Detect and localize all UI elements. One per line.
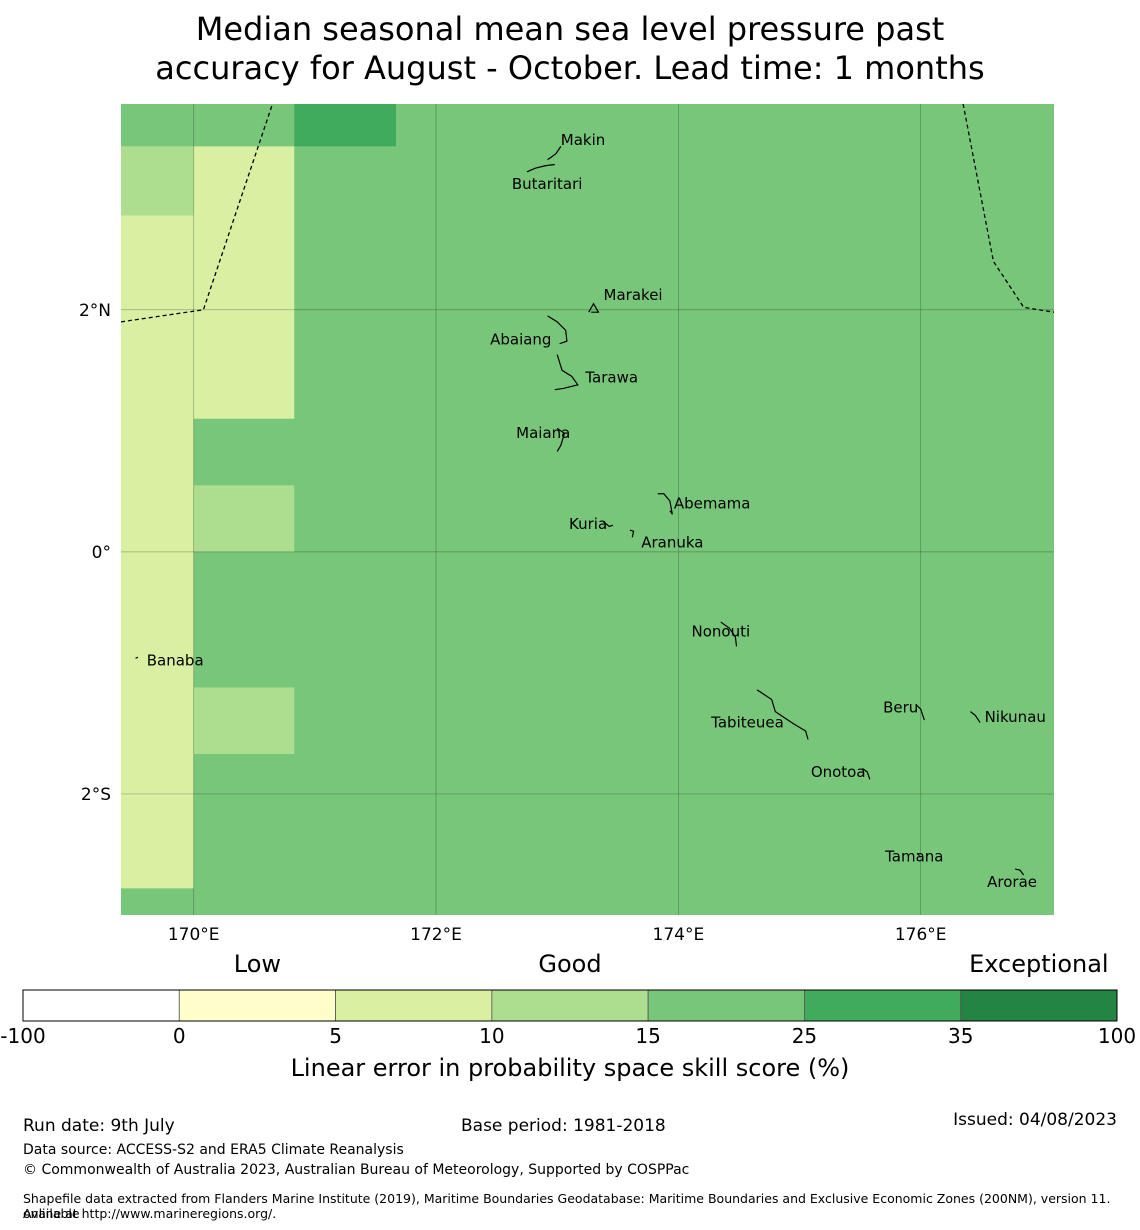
island-outline-kuria <box>602 521 614 528</box>
colorbar-bin <box>647 989 805 1022</box>
run-date: Run date: 9th July <box>23 1116 175 1136</box>
island-outline-makin <box>547 146 562 161</box>
island-label-makin: Makin <box>561 131 606 149</box>
island-label-nonouti: Nonouti <box>692 623 751 641</box>
colorbar-bin <box>804 989 962 1022</box>
chart-title: Median seasonal mean sea level pressure … <box>0 10 1140 88</box>
island-label-abaiang: Abaiang <box>490 330 551 348</box>
eez-boundary <box>121 104 274 323</box>
colorbar-bin <box>491 989 649 1022</box>
x-tick-label: 172°E <box>410 925 462 945</box>
colorbar-tick-label: 10 <box>479 1024 504 1048</box>
island-label-arorae: Arorae <box>987 873 1037 891</box>
colorbar-frame <box>22 989 1118 1022</box>
island-outline-maiana <box>556 427 566 452</box>
data-source: Data source: ACCESS-S2 and ERA5 Climate … <box>23 1142 404 1158</box>
copyright-notice: © Commonwealth of Australia 2023, Austra… <box>23 1162 690 1178</box>
title-line-1: Median seasonal mean sea level pressure … <box>195 10 945 48</box>
colorbar-tick-label: -100 <box>0 1024 45 1048</box>
colorbar: -100 0 5 10 15 25 35 100 Low Good Exceptional <box>0 950 1136 1048</box>
skill-cell <box>121 146 194 216</box>
island-outline-beru <box>915 703 925 721</box>
y-tick-label: 2°S <box>81 785 111 805</box>
island-label-aranuka: Aranuka <box>641 534 703 552</box>
colorbar-tick-label: 5 <box>329 1024 342 1048</box>
colorbar-tick-label: 100 <box>1098 1024 1136 1048</box>
island-outline-butaritari <box>526 163 555 173</box>
x-tick-label: 170°E <box>168 925 220 945</box>
island-outline-onotoa <box>862 768 871 780</box>
colorbar-tick-label: 15 <box>635 1024 660 1048</box>
x-tick-label: 174°E <box>653 925 705 945</box>
island-label-marakei: Marakei <box>604 286 663 304</box>
island-label-maiana: Maiana <box>516 424 570 442</box>
colorbar-category-exceptional: Exceptional <box>969 950 1109 978</box>
skill-cell <box>121 104 194 147</box>
eez-boundary <box>962 104 1054 313</box>
colorbar-category-good: Good <box>538 950 601 978</box>
colorbar-label: Linear error in probability space skill … <box>290 1054 850 1082</box>
island-label-tamana: Tamana <box>884 847 943 865</box>
colorbar-tick-label: 0 <box>173 1024 186 1048</box>
island-label-kuria: Kuria <box>569 515 607 533</box>
y-tick-label: 2°N <box>79 301 111 321</box>
colorbar-bin <box>960 989 1118 1022</box>
skill-cell <box>193 104 295 147</box>
island-label-tabiteuea: Tabiteuea <box>710 713 784 731</box>
island-label-nikunau: Nikunau <box>985 708 1046 726</box>
skill-cell <box>193 146 295 419</box>
island-outline-arorae <box>1015 868 1025 876</box>
island-outline-tamana <box>916 852 920 857</box>
island-label-tarawa: Tarawa <box>584 368 638 386</box>
y-tick-label: 0° <box>92 543 111 563</box>
island-label-onotoa: Onotoa <box>811 763 866 781</box>
skill-cell <box>193 485 295 552</box>
skill-cell <box>193 687 295 755</box>
island-label-beru: Beru <box>883 699 918 717</box>
colorbar-tick-label: 35 <box>948 1024 973 1048</box>
colorbar-bin <box>178 989 336 1022</box>
island-label-butaritari: Butaritari <box>512 175 583 193</box>
island-outline-marakei <box>588 302 600 313</box>
island-outline-tarawa <box>554 354 579 391</box>
colorbar-bin <box>335 989 493 1022</box>
island-outline-nonouti <box>720 621 738 647</box>
island-label-abemama: Abemama <box>674 494 751 512</box>
shapefile-credit-line-2: online at http://www.marineregions.org/. <box>23 1206 277 1221</box>
colorbar-category-low: Low <box>234 950 281 978</box>
island-outline-tabiteuea <box>756 689 809 740</box>
island-label-banaba: Banaba <box>147 651 204 669</box>
island-outline-abemama <box>657 493 673 515</box>
title-line-2: accuracy for August - October. Lead time… <box>155 49 985 87</box>
colorbar-bin <box>22 989 180 1022</box>
island-outline-nikunau <box>970 711 981 723</box>
island-outline-abaiang <box>547 315 568 345</box>
colorbar-tick-label: 25 <box>792 1024 817 1048</box>
x-tick-label: 176°E <box>895 925 947 945</box>
island-outline-banaba <box>135 656 139 659</box>
map-plot-area: Makin Butaritari Marakei Abaiang Tarawa Maian… <box>79 104 1054 945</box>
issued-date: Issued: 04/08/2023 <box>953 1110 1117 1130</box>
shapefile-credit-line-1: Shapefile data extracted from Flanders M… <box>23 1191 1111 1221</box>
island-outline-aranuka <box>629 529 635 538</box>
base-period: Base period: 1981-2018 <box>461 1116 666 1136</box>
skill-cell <box>294 104 397 147</box>
skill-cell <box>121 215 194 889</box>
